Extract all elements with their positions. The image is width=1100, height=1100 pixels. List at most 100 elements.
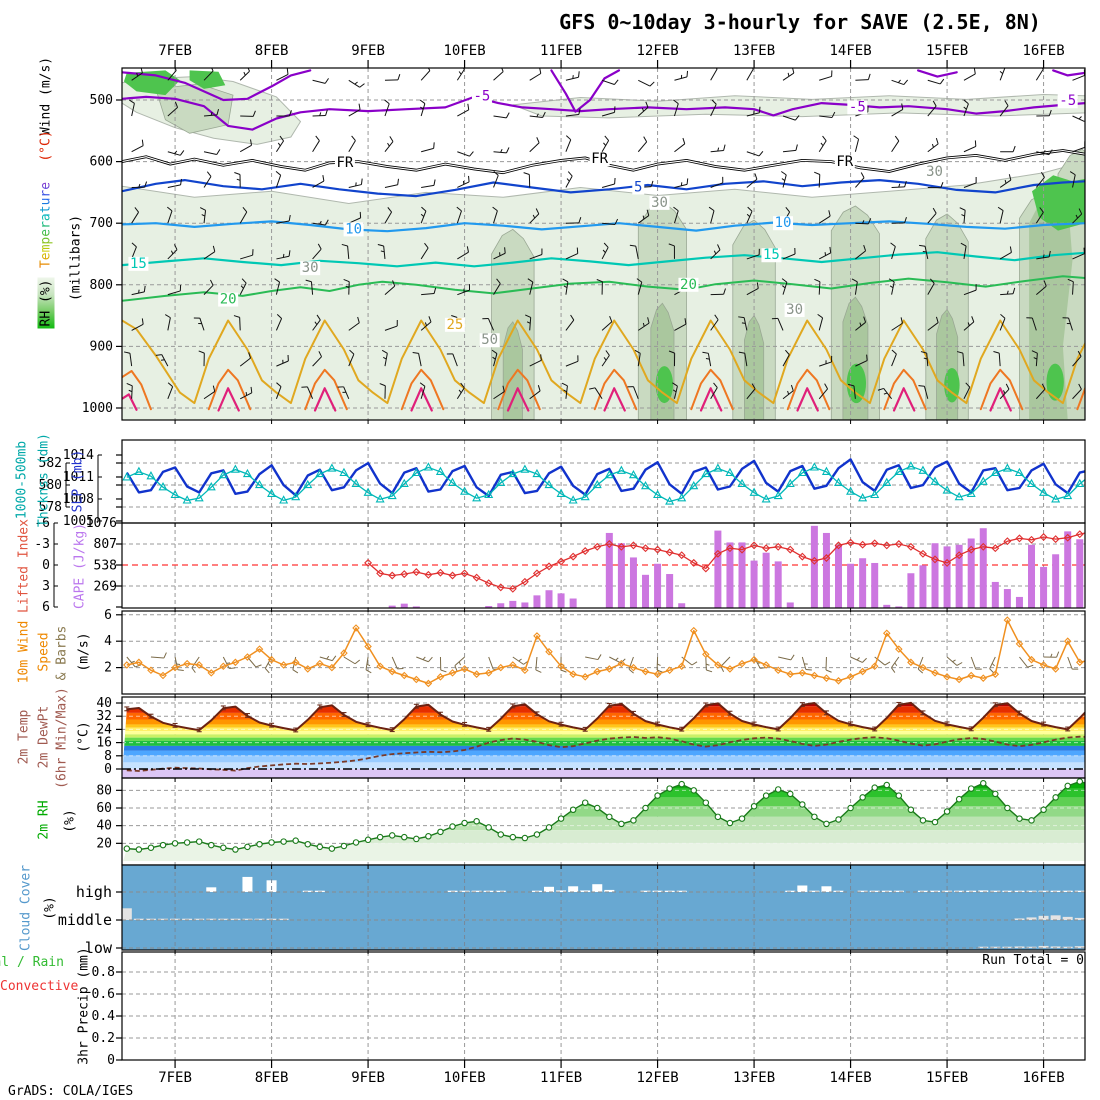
svg-text:269: 269	[94, 580, 117, 595]
svg-text:3: 3	[42, 579, 50, 594]
axis-label-thickness-1: 1000-500mb	[14, 440, 30, 520]
upper-wind-barbs	[123, 68, 1085, 400]
axis-label-cloud-pct: (%)	[42, 896, 58, 920]
svg-text:5: 5	[634, 179, 642, 195]
svg-text:900: 900	[90, 339, 113, 354]
svg-text:30: 30	[926, 164, 943, 180]
svg-text:9FEB: 9FEB	[351, 43, 385, 59]
axis-label-precip: 3hr Precip (mm)	[76, 947, 92, 1065]
axis-label-10m-wind: 10m Wind	[16, 620, 32, 684]
svg-text:13FEB: 13FEB	[733, 1070, 775, 1086]
svg-text:1014: 1014	[63, 448, 94, 463]
svg-text:800: 800	[90, 278, 113, 293]
svg-text:8: 8	[104, 749, 112, 764]
svg-text:10FEB: 10FEB	[443, 1070, 485, 1086]
svg-text:1008: 1008	[63, 492, 94, 507]
time-axes: 7FEB 7FEB 8FEB 8FEB 9FEB 9FEB 10FEB 10FEB 11FEB 1…	[158, 43, 1064, 1086]
svg-text:7FEB: 7FEB	[158, 1070, 192, 1086]
svg-text:0.6: 0.6	[92, 987, 115, 1002]
surface-wind-barbs	[126, 651, 1079, 674]
svg-text:9FEB: 9FEB	[351, 1070, 385, 1086]
layer	[122, 697, 1085, 778]
svg-text:807: 807	[94, 537, 117, 552]
svg-text:6: 6	[104, 608, 112, 623]
axis-label-rh: RH (%)	[37, 277, 55, 329]
rh-color-bands	[122, 781, 1085, 861]
svg-text:0.8: 0.8	[92, 965, 115, 980]
svg-text:700: 700	[90, 216, 113, 231]
chart-title: GFS 0~10day 3-hourly for SAVE (2.5E, 8N)	[559, 10, 1041, 34]
legend-convective: Convective	[0, 979, 79, 994]
svg-text:16: 16	[96, 736, 112, 751]
svg-text:FR: FR	[591, 151, 608, 167]
svg-text:20: 20	[680, 277, 697, 293]
axis-label-lifted-index: Lifted Index	[16, 519, 32, 613]
svg-text:578: 578	[39, 500, 62, 515]
svg-text:30: 30	[651, 195, 668, 211]
svg-text:500: 500	[90, 93, 113, 108]
svg-text:1000: 1000	[82, 401, 113, 416]
svg-text:11FEB: 11FEB	[540, 43, 582, 59]
svg-text:12FEB: 12FEB	[636, 43, 678, 59]
panel-10m-wind: 6 4 2	[104, 608, 1086, 695]
svg-text:-3: -3	[34, 537, 50, 552]
svg-text:0: 0	[104, 762, 112, 777]
svg-text:4: 4	[104, 634, 112, 649]
svg-text:-6: -6	[34, 516, 50, 531]
svg-text:15FEB: 15FEB	[926, 1070, 968, 1086]
axis-label-thickness-2: Thcknss (dm)	[36, 433, 52, 527]
svg-text:-5: -5	[1059, 93, 1076, 109]
panel-li-cape: -6 -3 0 3 6 1076 807 538 269	[34, 516, 1086, 615]
svg-text:1011: 1011	[63, 470, 94, 485]
panel-upper-air: -5 -5 -5 FR FR FR 5 10 10 15 15 20 20 25 30 30 30 30 50 500…	[82, 67, 1086, 421]
svg-text:6: 6	[42, 600, 50, 615]
svg-text:10: 10	[775, 215, 792, 231]
svg-text:12FEB: 12FEB	[636, 1070, 678, 1086]
svg-text:14FEB: 14FEB	[829, 43, 871, 59]
svg-text:40: 40	[96, 819, 112, 834]
svg-text:30: 30	[786, 302, 803, 318]
svg-text:16FEB: 16FEB	[1022, 1070, 1064, 1086]
panel-slp-thickness: 1014 1011 1008 1005 582 580 578	[39, 439, 1086, 529]
svg-text:low: low	[85, 939, 113, 957]
legend-total-rain: Total / Rain	[0, 955, 64, 970]
axis-label-speed: Speed	[36, 632, 52, 672]
svg-text:0: 0	[107, 1053, 115, 1068]
run-total-text: Run Total = 0	[982, 953, 1084, 968]
svg-text:30: 30	[302, 260, 319, 276]
svg-text:-5: -5	[474, 88, 491, 104]
axis-label-barbs: & Barbs	[54, 625, 70, 681]
axis-label-wind: Wind (m/s)	[38, 56, 54, 136]
svg-text:10: 10	[345, 221, 362, 237]
svg-text:15: 15	[763, 247, 780, 263]
svg-text:0: 0	[42, 558, 50, 573]
svg-text:FR: FR	[336, 155, 353, 171]
svg-text:25: 25	[446, 317, 463, 333]
axis-label-temperature: Temperature	[38, 181, 54, 269]
svg-text:60: 60	[96, 801, 112, 816]
svg-text:11FEB: 11FEB	[540, 1070, 582, 1086]
svg-text:20: 20	[220, 292, 237, 308]
svg-text:24: 24	[96, 722, 112, 737]
axis-label-rh-pct: (%)	[62, 809, 78, 833]
layer	[122, 523, 1085, 608]
svg-text:2: 2	[104, 661, 112, 676]
svg-text:1076: 1076	[86, 516, 117, 531]
svg-text:0.4: 0.4	[92, 1009, 116, 1024]
svg-text:8FEB: 8FEB	[255, 1070, 289, 1086]
panel-cloud-cover: high middle low	[58, 864, 1086, 957]
svg-text:600: 600	[90, 155, 113, 170]
svg-text:10FEB: 10FEB	[443, 43, 485, 59]
grads-credit: GrADS: COLA/IGES	[8, 1084, 134, 1099]
layer	[122, 611, 1085, 694]
axis-label-slp: SLP (mb)	[70, 449, 86, 513]
axis-label-2m-temp: 2m Temp	[16, 709, 32, 765]
svg-text:high: high	[76, 883, 112, 901]
axis-label-degc: (°C)	[38, 130, 54, 162]
svg-text:13FEB: 13FEB	[733, 43, 775, 59]
svg-text:15: 15	[130, 256, 147, 272]
axis-label-2m-rh: 2m RH	[36, 800, 52, 840]
